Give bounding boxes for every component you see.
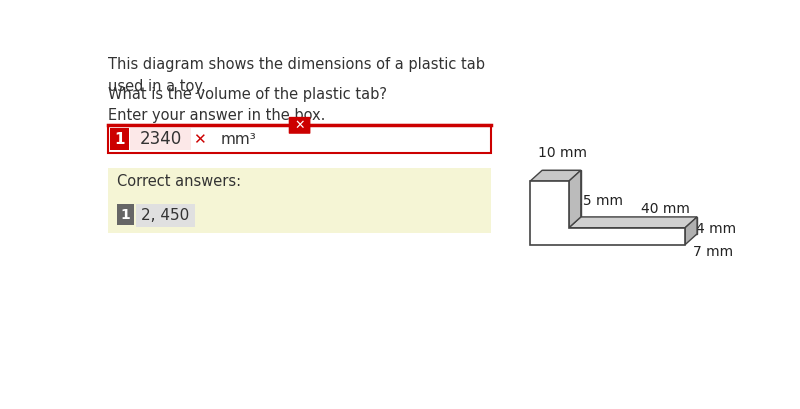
Text: 2, 450: 2, 450 [141,208,190,223]
Text: 40 mm: 40 mm [641,202,690,216]
Text: ✕: ✕ [193,132,206,147]
Bar [110,128,129,150]
Text: What is the volume of the plastic tab?: What is the volume of the plastic tab? [108,87,386,102]
Text: ✕: ✕ [294,119,305,132]
Text: 2340: 2340 [139,130,182,148]
Text: mm³: mm³ [220,132,256,147]
Text: Enter your answer in the box.: Enter your answer in the box. [108,108,325,123]
Text: 1: 1 [114,132,125,147]
Text: 10 mm: 10 mm [538,146,587,160]
Polygon shape [569,217,697,228]
Text: 1: 1 [121,208,130,222]
Text: 4 mm: 4 mm [696,222,736,236]
Bar [108,125,491,153]
Bar [136,204,194,227]
Bar [117,204,134,225]
Text: This diagram shows the dimensions of a plastic tab
used in a toy.: This diagram shows the dimensions of a p… [108,57,485,94]
Polygon shape [530,171,581,181]
Text: Correct answers:: Correct answers: [117,174,241,189]
FancyBboxPatch shape [289,117,310,134]
Text: 7 mm: 7 mm [693,245,733,259]
Bar [130,128,190,150]
Polygon shape [569,171,581,228]
Polygon shape [530,181,685,245]
Bar [108,168,491,233]
Polygon shape [542,171,697,234]
Text: 15 mm: 15 mm [574,194,622,208]
Polygon shape [685,217,697,245]
